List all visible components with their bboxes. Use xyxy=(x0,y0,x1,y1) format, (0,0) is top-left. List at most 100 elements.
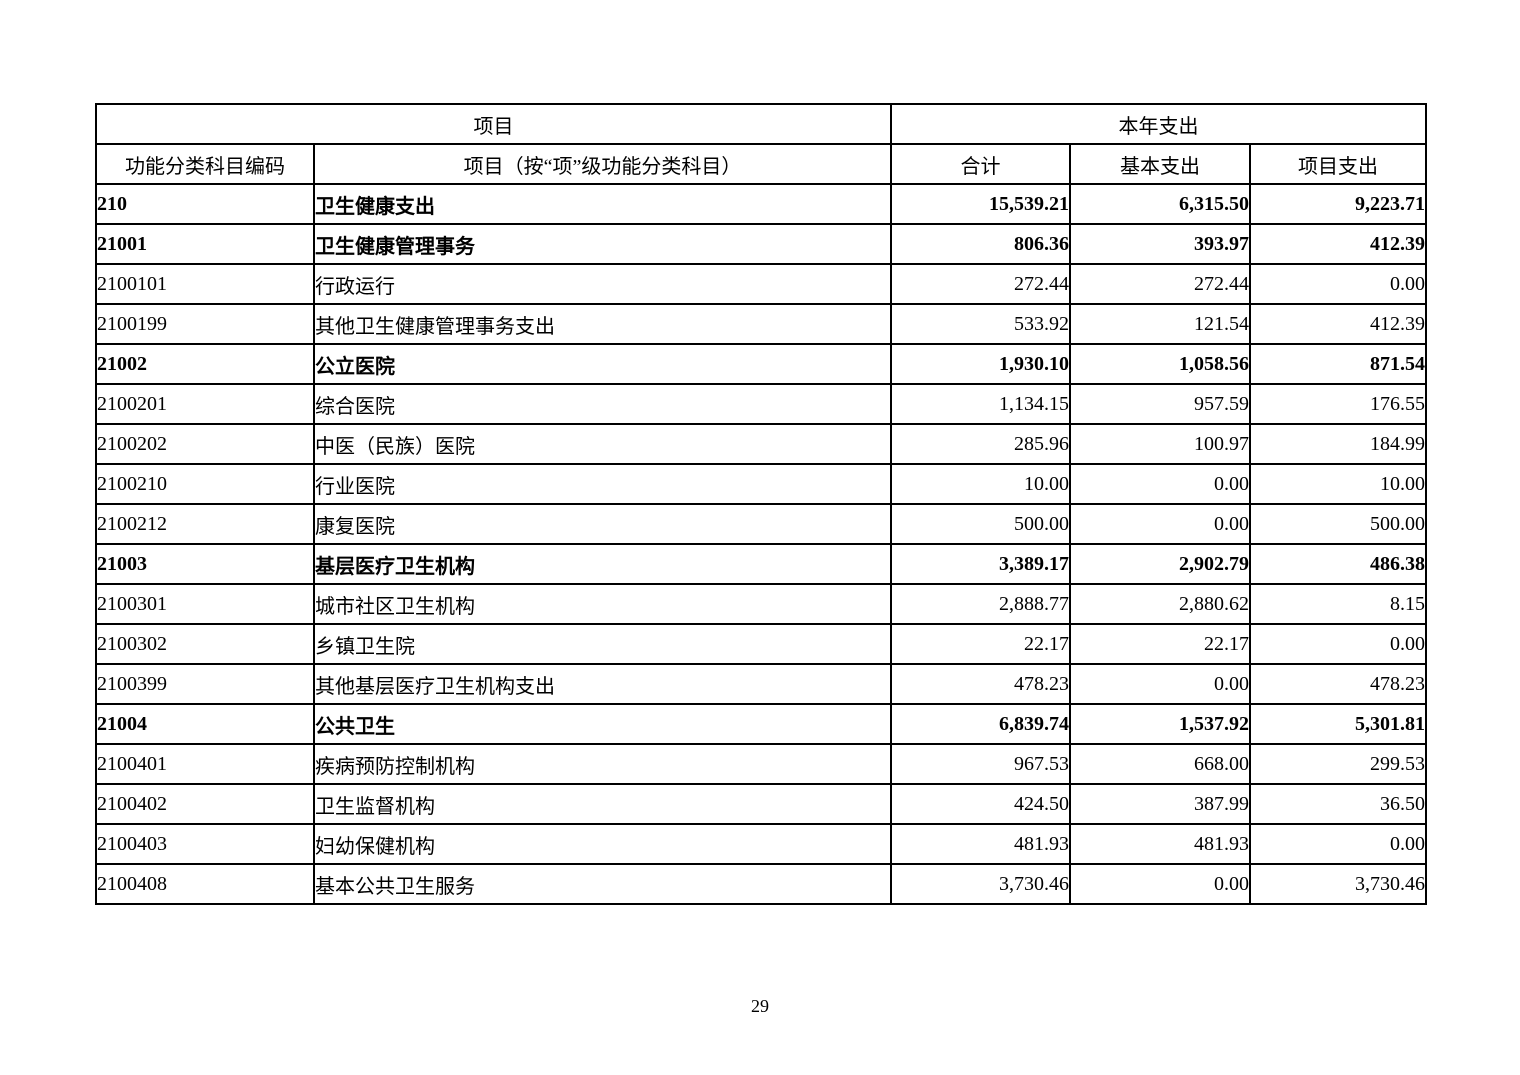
cell-project: 0.00 xyxy=(1248,823,1428,865)
col-header-project: 项目支出 xyxy=(1248,143,1428,185)
cell-code: 2100202 xyxy=(95,423,315,465)
table-row: 21003 基层医疗卫生机构 3,389.17 2,902.79 486.38 xyxy=(95,543,1428,585)
table-row: 2100408 基本公共卫生服务 3,730.46 0.00 3,730.46 xyxy=(95,863,1428,905)
cell-project: 299.53 xyxy=(1248,743,1428,785)
cell-basic: 100.97 xyxy=(1069,423,1251,465)
cell-project: 5,301.81 xyxy=(1248,703,1428,745)
cell-total: 2,888.77 xyxy=(890,583,1071,625)
cell-project: 3,730.46 xyxy=(1248,863,1428,905)
table-row: 2100101 行政运行 272.44 272.44 0.00 xyxy=(95,263,1428,305)
table-row: 2100212 康复医院 500.00 0.00 500.00 xyxy=(95,503,1428,545)
table-row: 2100301 城市社区卫生机构 2,888.77 2,880.62 8.15 xyxy=(95,583,1428,625)
cell-item: 卫生健康管理事务 xyxy=(313,223,892,265)
cell-basic: 0.00 xyxy=(1069,863,1251,905)
cell-basic: 2,880.62 xyxy=(1069,583,1251,625)
cell-item: 行业医院 xyxy=(313,463,892,505)
cell-item: 公立医院 xyxy=(313,343,892,385)
cell-item: 乡镇卫生院 xyxy=(313,623,892,665)
cell-item: 卫生监督机构 xyxy=(313,783,892,825)
col-header-basic: 基本支出 xyxy=(1069,143,1251,185)
cell-total: 285.96 xyxy=(890,423,1071,465)
cell-total: 533.92 xyxy=(890,303,1071,345)
cell-project: 10.00 xyxy=(1248,463,1428,505)
cell-code: 2100212 xyxy=(95,503,315,545)
cell-total: 424.50 xyxy=(890,783,1071,825)
cell-code: 2100399 xyxy=(95,663,315,705)
cell-total: 967.53 xyxy=(890,743,1071,785)
table-row: 21004 公共卫生 6,839.74 1,537.92 5,301.81 xyxy=(95,703,1428,745)
cell-item: 卫生健康支出 xyxy=(313,183,892,225)
cell-basic: 393.97 xyxy=(1069,223,1251,265)
cell-project: 871.54 xyxy=(1248,343,1428,385)
table-row: 2100202 中医（民族）医院 285.96 100.97 184.99 xyxy=(95,423,1428,465)
cell-project: 184.99 xyxy=(1248,423,1428,465)
cell-project: 176.55 xyxy=(1248,383,1428,425)
cell-code: 21003 xyxy=(95,543,315,585)
budget-table: 项目 本年支出 功能分类科目编码 项目（按“项”级功能分类科目） 合计 基本支出… xyxy=(95,103,1428,905)
cell-basic: 6,315.50 xyxy=(1069,183,1251,225)
cell-code: 21002 xyxy=(95,343,315,385)
table-row: 2100402 卫生监督机构 424.50 387.99 36.50 xyxy=(95,783,1428,825)
cell-project: 9,223.71 xyxy=(1248,183,1428,225)
cell-code: 210 xyxy=(95,183,315,225)
cell-item: 中医（民族）医院 xyxy=(313,423,892,465)
table-row: 21002 公立医院 1,930.10 1,058.56 871.54 xyxy=(95,343,1428,385)
cell-item: 疾病预防控制机构 xyxy=(313,743,892,785)
cell-total: 3,389.17 xyxy=(890,543,1071,585)
cell-basic: 0.00 xyxy=(1069,663,1251,705)
cell-total: 272.44 xyxy=(890,263,1071,305)
table-row: 2100210 行业医院 10.00 0.00 10.00 xyxy=(95,463,1428,505)
cell-total: 806.36 xyxy=(890,223,1071,265)
col-header-total: 合计 xyxy=(890,143,1071,185)
cell-code: 2100199 xyxy=(95,303,315,345)
header-group-expenditure: 本年支出 xyxy=(889,103,1428,145)
cell-project: 486.38 xyxy=(1248,543,1428,585)
cell-item: 基层医疗卫生机构 xyxy=(313,543,892,585)
cell-item: 行政运行 xyxy=(313,263,892,305)
page-number: 29 xyxy=(751,996,769,1016)
cell-basic: 0.00 xyxy=(1069,463,1251,505)
cell-basic: 481.93 xyxy=(1069,823,1251,865)
cell-basic: 2,902.79 xyxy=(1069,543,1251,585)
cell-project: 0.00 xyxy=(1248,263,1428,305)
cell-basic: 387.99 xyxy=(1069,783,1251,825)
cell-total: 3,730.46 xyxy=(890,863,1071,905)
cell-code: 2100201 xyxy=(95,383,315,425)
cell-project: 8.15 xyxy=(1248,583,1428,625)
header-group-project: 项目 xyxy=(95,103,892,145)
cell-basic: 272.44 xyxy=(1069,263,1251,305)
cell-basic: 121.54 xyxy=(1069,303,1251,345)
cell-basic: 1,058.56 xyxy=(1069,343,1251,385)
cell-project: 412.39 xyxy=(1248,223,1428,265)
cell-item: 基本公共卫生服务 xyxy=(313,863,892,905)
cell-code: 21004 xyxy=(95,703,315,745)
cell-item: 妇幼保健机构 xyxy=(313,823,892,865)
table-row: 2100399 其他基层医疗卫生机构支出 478.23 0.00 478.23 xyxy=(95,663,1428,705)
table-row: 2100199 其他卫生健康管理事务支出 533.92 121.54 412.39 xyxy=(95,303,1428,345)
cell-item: 其他基层医疗卫生机构支出 xyxy=(313,663,892,705)
cell-item: 公共卫生 xyxy=(313,703,892,745)
cell-basic: 957.59 xyxy=(1069,383,1251,425)
cell-basic: 668.00 xyxy=(1069,743,1251,785)
cell-total: 1,134.15 xyxy=(890,383,1071,425)
cell-total: 1,930.10 xyxy=(890,343,1071,385)
cell-code: 2100408 xyxy=(95,863,315,905)
cell-total: 500.00 xyxy=(890,503,1071,545)
cell-basic: 0.00 xyxy=(1069,503,1251,545)
cell-item: 其他卫生健康管理事务支出 xyxy=(313,303,892,345)
cell-code: 21001 xyxy=(95,223,315,265)
header-group-row: 项目 本年支出 xyxy=(95,103,1428,145)
cell-total: 481.93 xyxy=(890,823,1071,865)
table-row: 210 卫生健康支出 15,539.21 6,315.50 9,223.71 xyxy=(95,183,1428,225)
cell-code: 2100302 xyxy=(95,623,315,665)
cell-project: 36.50 xyxy=(1248,783,1428,825)
cell-project: 412.39 xyxy=(1248,303,1428,345)
cell-total: 22.17 xyxy=(890,623,1071,665)
cell-code: 2100403 xyxy=(95,823,315,865)
table-row: 2100401 疾病预防控制机构 967.53 668.00 299.53 xyxy=(95,743,1428,785)
cell-code: 2100401 xyxy=(95,743,315,785)
col-header-code: 功能分类科目编码 xyxy=(95,143,315,185)
cell-code: 2100301 xyxy=(95,583,315,625)
cell-project: 478.23 xyxy=(1248,663,1428,705)
